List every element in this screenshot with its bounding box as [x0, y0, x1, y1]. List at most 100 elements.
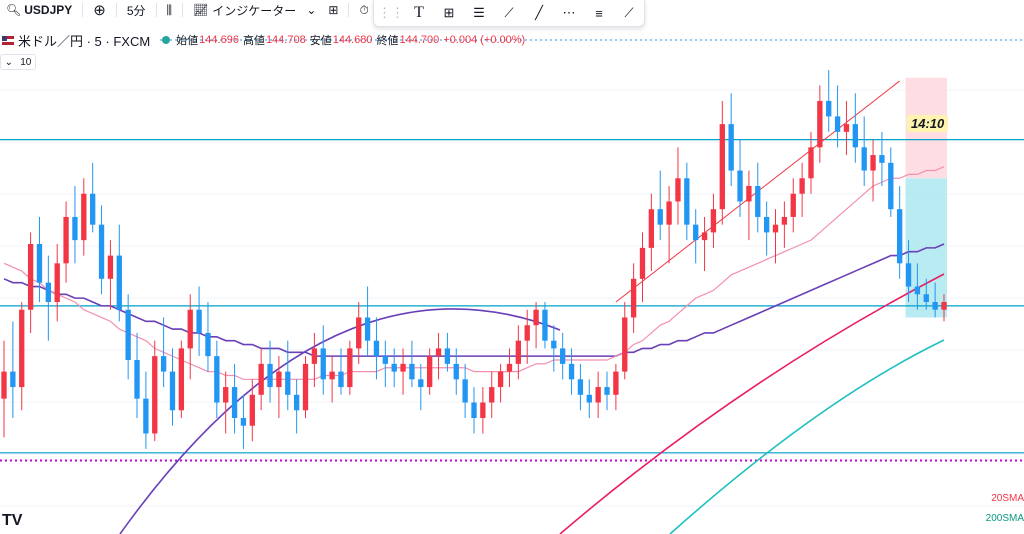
close-label: 終値: [376, 35, 399, 47]
candle-body: [489, 387, 495, 403]
candle-body: [613, 371, 619, 395]
candle-body: [577, 379, 584, 395]
candle-body: [728, 124, 734, 171]
usd-flag-icon: [2, 35, 14, 45]
indicators-icon: 📈︎: [193, 3, 209, 17]
candle-body: [178, 348, 185, 411]
candle-body: [790, 193, 796, 217]
open-value: 144.696: [199, 34, 239, 46]
candle-body: [497, 371, 504, 388]
symbol-label: USDJPY: [24, 3, 73, 17]
ohlc-legend: 米ドル／円 · 5 · FXCM 始値 144.696 高値 144.708 安値 1…: [0, 33, 529, 49]
candle-body: [542, 309, 548, 341]
candle-body: [293, 394, 300, 411]
crosshair-tool-icon[interactable]: ⊞: [443, 5, 455, 20]
path-tool-icon[interactable]: ⟋: [624, 5, 634, 20]
chevron-down-icon: ⌄: [306, 3, 317, 17]
candle-body: [914, 286, 921, 295]
candle-body: [462, 379, 468, 403]
trendline-tool-icon[interactable]: ⟋: [504, 5, 514, 20]
candle-body: [364, 317, 371, 341]
candle-body: [27, 244, 34, 310]
candle-body: [755, 186, 761, 217]
sma200-label: 200SMA: [985, 513, 1024, 524]
search-icon: 🔍︎: [6, 3, 22, 17]
compare-button[interactable]: ⊕: [87, 0, 112, 20]
divider: [82, 3, 84, 17]
candle-body: [861, 147, 867, 171]
candle-body: [630, 278, 637, 318]
candle-body: [223, 387, 229, 403]
candle-body: [36, 244, 43, 283]
line-tool-icon[interactable]: ╱: [535, 5, 543, 20]
candle-body: [515, 340, 521, 364]
candle-body: [249, 394, 255, 426]
candle-body: [134, 360, 140, 399]
alert-button[interactable]: ⏱: [353, 0, 374, 20]
candle-body: [231, 387, 238, 418]
chart-type-button[interactable]: ⫼: [161, 0, 179, 20]
indicators-button[interactable]: 📈︎ インジケーター ⌄: [187, 0, 322, 20]
candle-body: [941, 302, 947, 310]
sma-long-line: [119, 308, 561, 534]
channel-tool-icon[interactable]: ⋯: [562, 5, 576, 20]
candle-body: [568, 363, 575, 380]
candle-body: [187, 309, 193, 349]
candle-body: [657, 209, 663, 225]
candle-body: [45, 282, 51, 302]
candle-body: [604, 387, 610, 395]
candle-body: [267, 363, 273, 388]
candle-body: [826, 100, 832, 117]
candle-body: [311, 348, 318, 364]
candle-body: [763, 216, 770, 233]
candle-body: [453, 363, 459, 380]
candle-body: [932, 302, 938, 310]
indicator-toggle[interactable]: ⌄ 10: [0, 54, 36, 70]
candle-body: [329, 371, 335, 380]
templates-button[interactable]: ⊞: [322, 0, 344, 20]
candle-body: [533, 309, 539, 326]
drag-handle-icon[interactable]: ⋮⋮: [378, 5, 404, 20]
pattern-tool-icon[interactable]: ≡: [595, 5, 603, 21]
candle-body: [675, 178, 681, 202]
candle-body: [799, 178, 805, 194]
add-symbol-icon: ⊕: [93, 2, 106, 19]
candle-body: [98, 224, 105, 279]
candle-body: [648, 209, 655, 248]
divider: [182, 3, 184, 17]
tradingview-logo: TV: [2, 512, 23, 529]
sma-mid-line: [3, 243, 945, 357]
candle-body: [622, 317, 628, 372]
indicator-count: 10: [20, 56, 32, 68]
fib-tool-icon[interactable]: ☰: [473, 5, 485, 20]
candle-body: [870, 155, 876, 171]
candle-body: [701, 232, 708, 241]
divider: [155, 3, 157, 17]
candle-body: [338, 371, 344, 388]
candle-body: [382, 356, 388, 364]
candle-body: [693, 224, 699, 241]
sma20-label: 20SMA: [991, 493, 1024, 504]
candle-body: [125, 309, 131, 360]
interval-button[interactable]: 5分: [121, 0, 152, 20]
candle-body: [888, 162, 894, 210]
candle-body: [391, 363, 397, 372]
candle-body: [285, 371, 291, 395]
candle-body: [116, 255, 122, 310]
change-value: +0.004 (+0.00%): [443, 34, 526, 46]
candle-body: [923, 294, 929, 302]
text-tool-icon[interactable]: T: [414, 4, 424, 21]
candle-body: [834, 116, 841, 132]
symbol-search[interactable]: 🔍︎ USDJPY: [0, 0, 78, 20]
divider: [348, 3, 350, 17]
candle-body: [214, 356, 220, 403]
low-label: 安値: [309, 35, 332, 47]
candle-body: [1, 371, 7, 399]
alarm-icon: ⏱: [359, 2, 369, 17]
candle-body: [205, 332, 211, 357]
divider: [115, 3, 117, 17]
candle-body: [196, 309, 202, 333]
candle-body: [560, 348, 566, 364]
interval-label: 5分: [126, 3, 146, 18]
